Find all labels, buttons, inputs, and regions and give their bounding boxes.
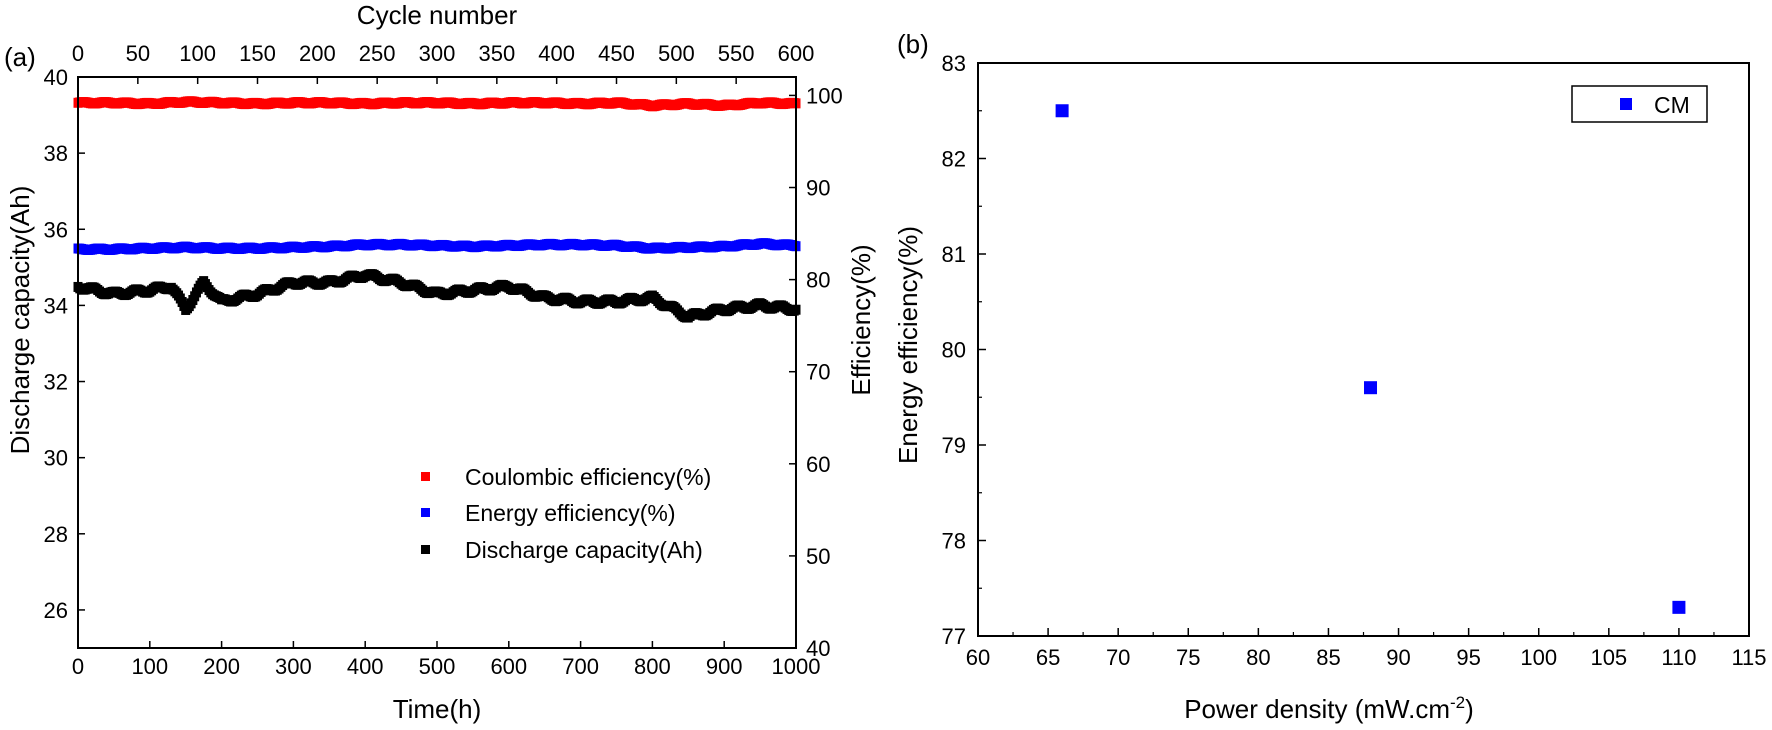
panel-b-x-tick-label: 110 — [1661, 645, 1696, 670]
panel-b: (b) Power density (mW.cm-2) Energy effic… — [893, 29, 1767, 724]
panel-b-x-axis-title-superscript: -2 — [1450, 693, 1465, 712]
panel-b-series-1 — [1055, 104, 1686, 614]
panel-a-left-tick-label: 34 — [44, 293, 68, 318]
panel-b-x-tick-label: 100 — [1520, 645, 1557, 670]
panel-a: (a) Cycle number Time(h) Discharge capac… — [4, 0, 876, 724]
panel-a-ticks: 0 100 200 300 400 500 600 700 800 900 1000 0 50 100 15… — [44, 41, 843, 679]
panel-a-right-tick-label: 40 — [806, 636, 830, 661]
panel-b-y-axis-title: Energy efficiency(%) — [893, 226, 923, 464]
panel-a-right-tick-label: 100 — [806, 83, 843, 108]
panel-a-top-tick-label: 150 — [239, 41, 276, 66]
panel-b-plot-frame — [977, 62, 1750, 637]
panel-a-left-tick-label: 40 — [44, 65, 68, 90]
panel-a-right-axis-title: Efficiency(%) — [846, 244, 876, 395]
panel-a-left-tick-label: 32 — [44, 370, 68, 395]
panel-b-x-tick-label: 105 — [1590, 645, 1627, 670]
panel-a-right-tick-label: 80 — [806, 268, 830, 293]
panel-a-top-tick-label: 100 — [179, 41, 216, 66]
panel-a-top-tick-label: 350 — [478, 41, 515, 66]
panel-a-top-tick-label: 0 — [72, 41, 84, 66]
legend-marker-energy — [421, 508, 430, 517]
panel-b-x-axis-title: Power density (mW.cm-2) — [1184, 693, 1474, 724]
panel-b-x-tick-label: 75 — [1176, 645, 1200, 670]
panel-b-x-axis-title-main: Power density (mW.cm — [1184, 694, 1450, 724]
panel-a-top-tick-label: 200 — [299, 41, 336, 66]
legend-marker-cm — [1620, 98, 1632, 110]
panel-b-y-tick-label: 83 — [942, 51, 966, 76]
legend-box — [1571, 85, 1708, 123]
panel-a-series-3 — [73, 269, 801, 323]
panel-b-y-tick-label: 81 — [942, 242, 966, 267]
panel-b-x-tick-label: 80 — [1246, 645, 1270, 670]
panel-b-point — [1055, 104, 1069, 118]
panel-a-left-tick-label: 26 — [44, 598, 68, 623]
panel-a-x-tick-label: 200 — [203, 654, 240, 679]
panel-a-right-tick-label: 60 — [806, 452, 830, 477]
panel-b-series — [1055, 104, 1686, 614]
panel-b-x-tick-label: 95 — [1456, 645, 1480, 670]
panel-a-top-tick-label: 450 — [598, 41, 635, 66]
legend-label-capacity: Discharge capacity(Ah) — [465, 537, 703, 563]
panel-a-top-tick-label: 550 — [718, 41, 755, 66]
panel-a-left-axis-title: Discharge capacity(Ah) — [5, 186, 35, 455]
panel-a-right-tick-label: 70 — [806, 360, 830, 385]
panel-b-y-tick-label: 77 — [942, 624, 966, 649]
legend-label-coulombic: Coulombic efficiency(%) — [465, 464, 711, 490]
panel-a-x-tick-label: 500 — [419, 654, 456, 679]
panel-a-top-tick-label: 500 — [658, 41, 695, 66]
panel-a-x-tick-label: 400 — [347, 654, 384, 679]
panel-a-top-tick-label: 600 — [778, 41, 815, 66]
legend-marker-coulombic — [421, 472, 430, 481]
panel-a-top-axis-title: Cycle number — [357, 0, 518, 30]
panel-a-series-2 — [73, 238, 801, 255]
legend-marker-capacity — [421, 545, 430, 554]
panel-a-x-tick-label: 1000 — [772, 654, 821, 679]
panel-a-top-tick-label: 400 — [538, 41, 575, 66]
panel-a-left-tick-label: 36 — [44, 217, 68, 242]
panel-a-x-tick-label: 900 — [706, 654, 743, 679]
panel-b-label: (b) — [897, 29, 929, 59]
panel-b-x-tick-label: 60 — [966, 645, 990, 670]
panel-a-top-tick-label: 50 — [126, 41, 150, 66]
legend-label-energy: Energy efficiency(%) — [465, 500, 676, 526]
panel-a-plot-frame — [77, 76, 797, 649]
panel-a-series-1 — [73, 96, 801, 112]
panel-b-x-axis-title-end: ) — [1465, 694, 1474, 724]
panel-b-x-tick-label: 115 — [1731, 645, 1766, 670]
panel-b-y-tick-label: 79 — [942, 433, 966, 458]
panel-b-x-tick-label: 70 — [1106, 645, 1130, 670]
panel-b-ticks: 60 65 70 75 80 85 90 95 100 105 110 115 77 78 79 80 81 82… — [942, 51, 1767, 670]
panel-b-y-tick-label: 82 — [942, 147, 966, 172]
panel-a-x-tick-label: 700 — [562, 654, 599, 679]
panel-b-y-tick-label: 78 — [942, 529, 966, 554]
panel-b-y-tick-label: 80 — [942, 338, 966, 363]
panel-b-x-tick-label: 90 — [1386, 645, 1410, 670]
panel-a-series — [73, 96, 801, 323]
panel-a-right-tick-label: 50 — [806, 544, 830, 569]
panel-b-x-tick-label: 85 — [1316, 645, 1340, 670]
panel-a-left-tick-label: 30 — [44, 446, 68, 471]
panel-a-x-tick-label: 600 — [490, 654, 527, 679]
panel-b-point — [1672, 600, 1686, 614]
panel-a-right-tick-label: 90 — [806, 176, 830, 201]
panel-b-x-tick-label: 65 — [1036, 645, 1060, 670]
panel-b-point — [1364, 381, 1378, 395]
panel-a-left-tick-label: 38 — [44, 141, 68, 166]
panel-a-x-tick-label: 0 — [72, 654, 84, 679]
panel-b-legend: CM — [1571, 85, 1708, 123]
panel-a-x-axis-title: Time(h) — [393, 694, 482, 724]
legend-label-cm: CM — [1654, 92, 1690, 118]
panel-a-label: (a) — [4, 42, 36, 72]
panel-a-legend: Coulombic efficiency(%) Energy efficienc… — [421, 464, 711, 563]
panel-a-left-tick-label: 28 — [44, 522, 68, 547]
panel-a-x-tick-label: 300 — [275, 654, 312, 679]
panel-a-top-tick-label: 300 — [419, 41, 456, 66]
panel-a-x-tick-label: 100 — [131, 654, 168, 679]
panel-a-x-tick-label: 800 — [634, 654, 671, 679]
panel-a-top-tick-label: 250 — [359, 41, 396, 66]
